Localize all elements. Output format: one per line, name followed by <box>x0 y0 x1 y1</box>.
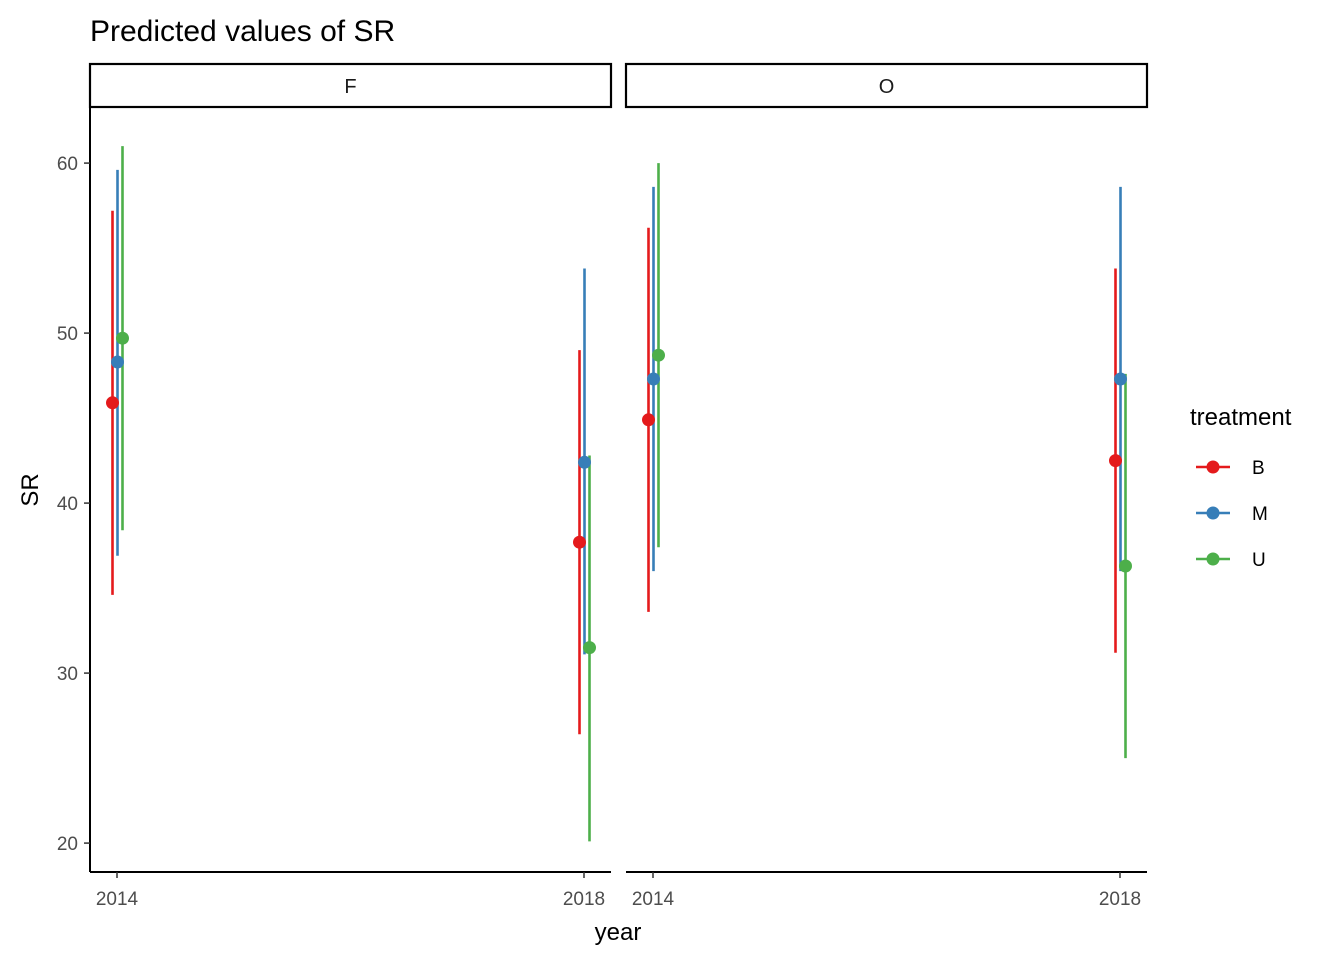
y-tick-label: 30 <box>57 664 78 685</box>
legend-item-u: U <box>1196 550 1266 571</box>
point-u <box>652 348 665 362</box>
legend-key-point <box>1206 460 1220 474</box>
point-u <box>1119 559 1132 573</box>
legend-item-b: B <box>1196 458 1265 479</box>
point-u <box>116 331 129 345</box>
legend-label: U <box>1252 550 1266 571</box>
facet-panels: F 20 30 40 50 60 2014 2018 O 2014 2018 <box>57 62 1149 910</box>
point-m <box>647 372 660 386</box>
x-tick-label: 2014 <box>632 889 675 910</box>
x-tick-label: 2018 <box>1099 889 1141 910</box>
point-b <box>106 396 119 410</box>
facet-strip-label: F <box>344 76 356 98</box>
point-b <box>1109 454 1122 468</box>
point-m <box>111 355 124 369</box>
point-u <box>583 641 596 655</box>
legend-item-m: M <box>1196 504 1268 525</box>
facet-panel-f: F 20 30 40 50 60 2014 2018 <box>57 62 613 910</box>
facet-strip-label: O <box>879 76 895 98</box>
x-tick-label: 2014 <box>96 889 139 910</box>
legend-label: M <box>1252 504 1268 525</box>
legend: treatment B M U <box>1190 404 1292 571</box>
point-m <box>1114 372 1127 386</box>
x-tick-label: 2018 <box>563 889 605 910</box>
y-tick-label: 60 <box>57 154 78 175</box>
legend-label: B <box>1252 458 1265 479</box>
y-axis-title: SR <box>17 473 44 506</box>
legend-title: treatment <box>1190 404 1292 431</box>
point-b <box>642 413 655 427</box>
legend-key-point <box>1206 552 1220 566</box>
facet-strip <box>88 62 613 109</box>
y-tick-label: 20 <box>57 834 78 855</box>
point-m <box>578 455 591 469</box>
chart-title: Predicted values of SR <box>90 15 395 48</box>
point-b <box>573 535 586 549</box>
legend-key-point <box>1206 506 1220 520</box>
y-tick-label: 40 <box>57 494 78 515</box>
y-tick-label: 50 <box>57 324 78 345</box>
x-axis-title: year <box>595 919 642 946</box>
facet-panel-o: O 2014 2018 <box>624 62 1149 910</box>
facet-strip <box>624 62 1149 109</box>
